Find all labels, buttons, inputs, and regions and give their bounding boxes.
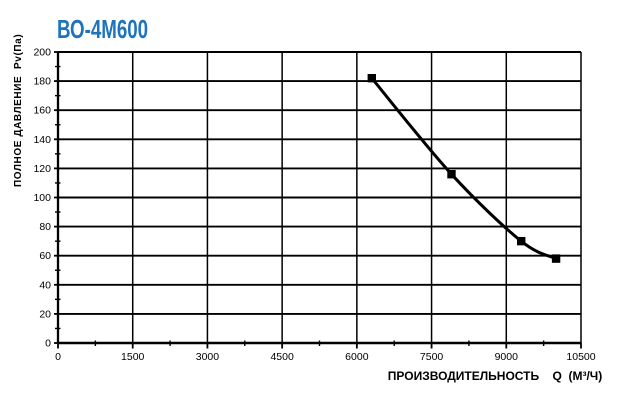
x-tick-label: 3000 [196, 351, 220, 363]
x-tick-label: 6000 [345, 351, 369, 363]
y-tick-label: 180 [33, 76, 51, 88]
y-tick-label: 80 [39, 221, 51, 233]
x-axis-title: ПРОИЗВОДИТЕЛЬНОСТЬ Q (М³/Ч) [387, 369, 603, 383]
x-tick-label: 9000 [495, 351, 519, 363]
chart-title: ВО-4М600 [57, 14, 149, 44]
y-tick-label: 120 [33, 163, 51, 175]
x-tick-label: 10500 [566, 351, 595, 363]
x-tick-label: 0 [55, 351, 61, 363]
x-tick-label: 1500 [121, 351, 145, 363]
performance-curve [370, 76, 558, 261]
y-tick-label: 200 [33, 47, 51, 59]
x-tick-label: 4500 [270, 351, 294, 363]
data-point-marker [447, 170, 456, 179]
data-point-marker [517, 236, 526, 246]
x-tick-label: 7500 [420, 351, 444, 363]
y-tick-label: 20 [39, 308, 51, 320]
y-tick-label: 160 [33, 105, 51, 117]
y-tick-label: 140 [33, 134, 51, 146]
y-tick-label: 40 [39, 279, 51, 291]
y-tick-label: 60 [39, 250, 51, 262]
data-point-marker [551, 254, 561, 263]
data-point-marker [367, 73, 376, 83]
y-tick-label: 0 [45, 338, 51, 350]
y-tick-label: 100 [33, 192, 51, 204]
